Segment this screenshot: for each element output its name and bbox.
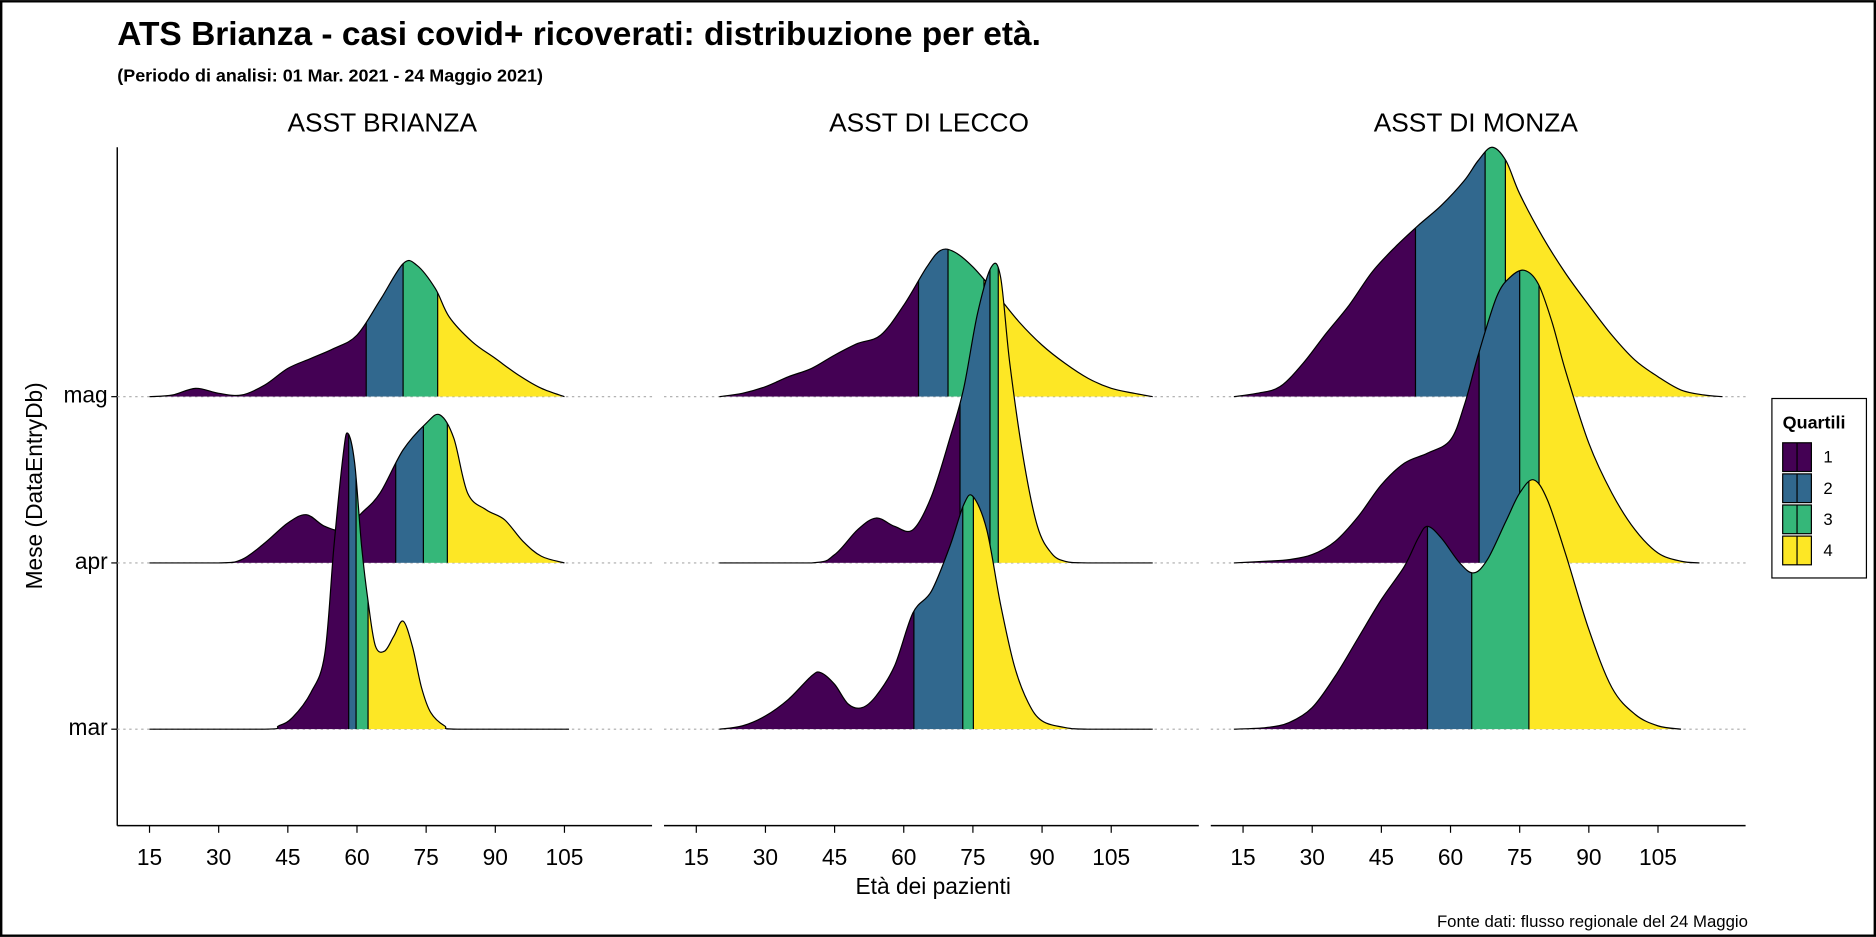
- x-tick-label: 60: [891, 844, 916, 870]
- quartile-area: [348, 432, 357, 730]
- x-tick-label: 60: [1438, 844, 1463, 870]
- legend-label: 2: [1823, 479, 1832, 498]
- facet-title: ASST BRIANZA: [287, 107, 477, 137]
- legend-label: 3: [1823, 510, 1832, 529]
- x-tick-label: 90: [1029, 844, 1054, 870]
- x-tick-label: 75: [1507, 844, 1532, 870]
- y-tick-label: apr: [75, 548, 108, 574]
- quartile-area: [423, 414, 448, 563]
- x-tick-label: 105: [1639, 844, 1677, 870]
- quartile-area: [918, 249, 949, 397]
- quartile-area: [356, 432, 369, 730]
- chart-subtitle: (Periodo di analisi: 01 Mar. 2021 - 24 M…: [117, 65, 543, 85]
- x-tick-label: 105: [546, 844, 584, 870]
- density-curve: [1233, 479, 1682, 730]
- density-curve: [149, 259, 565, 398]
- legend-title: Quartili: [1783, 412, 1846, 432]
- caption: Fonte dati: flusso regionale del 24 Magg…: [1437, 912, 1748, 931]
- x-axis-label: Età dei pazienti: [856, 873, 1011, 899]
- x-tick-label: 75: [960, 844, 985, 870]
- x-tick-label: 90: [483, 844, 508, 870]
- quartile-area: [989, 263, 999, 563]
- x-tick-label: 15: [684, 844, 709, 870]
- x-tick-label: 30: [753, 844, 778, 870]
- x-tick-label: 90: [1576, 844, 1601, 870]
- x-tick-label: 45: [275, 844, 300, 870]
- x-tick-label: 60: [344, 844, 369, 870]
- density-curve: [1233, 269, 1700, 564]
- x-tick-label: 15: [137, 844, 162, 870]
- x-tick-label: 45: [1369, 844, 1394, 870]
- density-curve: [1233, 146, 1723, 398]
- density-curve: [149, 432, 570, 730]
- chart-title: ATS Brianza - casi covid+ ricoverati: di…: [117, 16, 1041, 53]
- y-tick-label: mag: [63, 382, 107, 408]
- x-tick-label: 75: [414, 844, 439, 870]
- y-tick-label: mar: [69, 714, 109, 740]
- x-tick-label: 30: [206, 844, 231, 870]
- legend-label: 1: [1823, 448, 1832, 467]
- facet-title: ASST DI MONZA: [1374, 107, 1579, 137]
- density-curve: [719, 494, 1153, 730]
- y-axis-label: Mese (DataEntryDb): [21, 382, 47, 589]
- facet-title: ASST DI LECCO: [829, 107, 1029, 137]
- density-curve: [719, 248, 1153, 398]
- x-tick-label: 45: [822, 844, 847, 870]
- density-curve: [719, 262, 1153, 564]
- x-tick-label: 15: [1230, 844, 1255, 870]
- density-curve: [149, 413, 565, 564]
- x-tick-label: 30: [1300, 844, 1325, 870]
- legend-label: 4: [1823, 541, 1832, 560]
- quartile-area: [962, 494, 974, 730]
- x-tick-label: 105: [1092, 844, 1130, 870]
